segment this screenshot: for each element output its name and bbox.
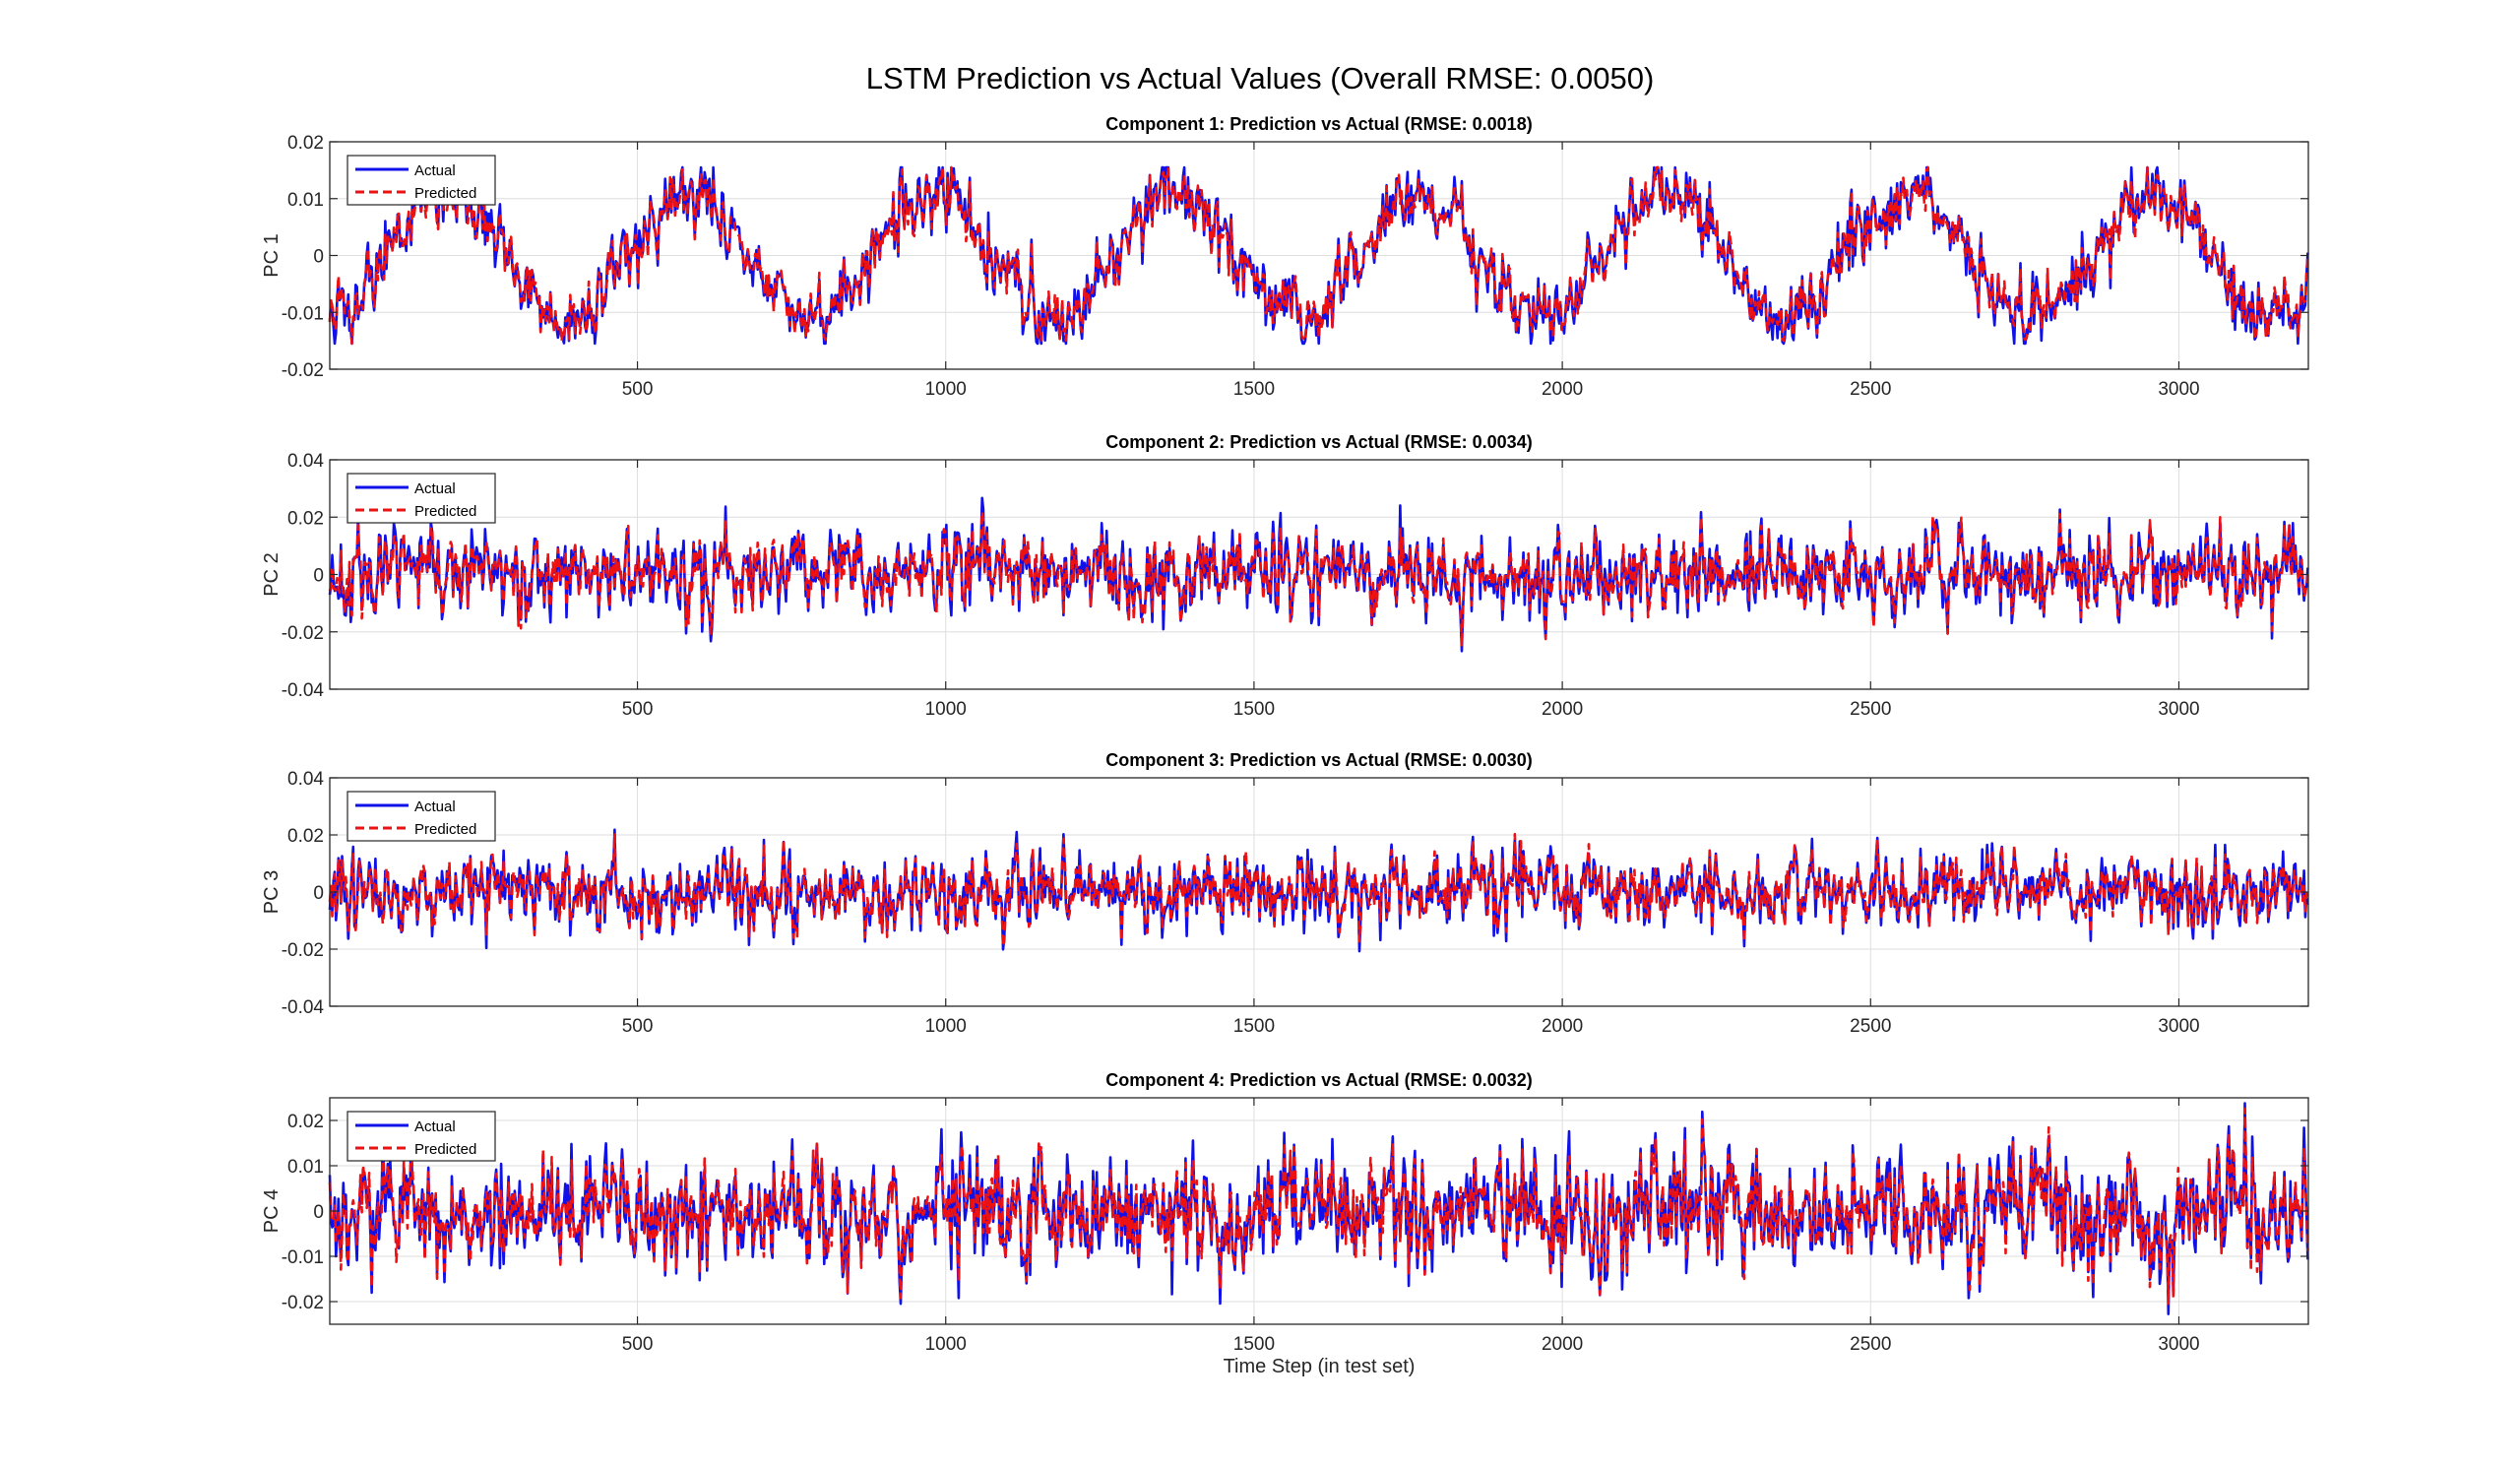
legend-actual-label: Actual	[414, 798, 456, 815]
x-tick-label: 1000	[925, 1016, 967, 1037]
y-tick-label: 0.04	[287, 451, 324, 472]
y-tick-label: 0.04	[287, 769, 324, 790]
y-tick-label: -0.02	[282, 940, 324, 961]
x-tick-label: 1500	[1233, 699, 1275, 720]
x-tick-label: 3000	[2158, 1016, 2199, 1037]
y-tick-label: 0.01	[287, 1157, 324, 1178]
y-tick-label: -0.01	[282, 303, 324, 324]
subplot-title: Component 2: Prediction vs Actual (RMSE:…	[1105, 432, 1532, 452]
figure-title: LSTM Prediction vs Actual Values (Overal…	[865, 61, 1655, 96]
x-tick-label: 2000	[1542, 1016, 1583, 1037]
x-tick-label: 2000	[1542, 379, 1583, 400]
subplot-4: 500 1000 1500 2000 2500 3000 -0.02 -0.01 0 0.01 0.…	[261, 1070, 2309, 1355]
legend: Actual Predicted	[346, 791, 496, 842]
x-axis-label: Time Step (in test set)	[1223, 1356, 1416, 1377]
x-tick-label: 3000	[2158, 379, 2199, 400]
x-tick-label: 2500	[1850, 1334, 1891, 1355]
legend-predicted-label: Predicted	[414, 185, 476, 202]
x-tick-label: 2000	[1542, 1334, 1583, 1355]
legend-predicted-label: Predicted	[414, 821, 476, 838]
series-predicted-line	[328, 510, 2309, 648]
x-tick-label: 2000	[1542, 699, 1583, 720]
y-tick-label: -0.01	[282, 1247, 324, 1268]
legend-box	[346, 473, 496, 524]
y-tick-label: 0.02	[287, 133, 324, 154]
x-tick-label: 2500	[1850, 1016, 1891, 1037]
x-tick-label: 3000	[2158, 699, 2199, 720]
y-tick-label: 0.02	[287, 1112, 324, 1132]
legend-box	[346, 791, 496, 842]
legend-actual-label: Actual	[414, 162, 456, 179]
y-tick-label: 0.02	[287, 508, 324, 529]
subplot-3: 500 1000 1500 2000 2500 3000 -0.04 -0.02 0 0.02 0.…	[261, 750, 2309, 1037]
y-tick-label: 0.02	[287, 826, 324, 847]
x-tick-label: 1500	[1233, 379, 1275, 400]
subplot-2: 500 1000 1500 2000 2500 3000 -0.04 -0.02 0 0.02 0.…	[261, 432, 2309, 720]
y-axis-label: PC 4	[261, 1189, 283, 1233]
series-predicted-line	[328, 832, 2309, 948]
y-tick-label: 0	[313, 566, 324, 587]
y-tick-label: -0.02	[282, 360, 324, 381]
y-tick-label: -0.02	[282, 623, 324, 644]
y-axis-label: PC 1	[261, 233, 283, 277]
legend-box	[346, 1111, 496, 1162]
x-tick-label: 500	[622, 379, 654, 400]
y-tick-label: 0	[313, 883, 324, 904]
x-tick-label: 2500	[1850, 379, 1891, 400]
x-tick-label: 2500	[1850, 699, 1891, 720]
legend: Actual Predicted	[346, 1111, 496, 1162]
x-tick-label: 3000	[2158, 1334, 2199, 1355]
x-tick-label: 1500	[1233, 1334, 1275, 1355]
x-tick-label: 1500	[1233, 1016, 1275, 1037]
x-tick-label: 1000	[925, 1334, 967, 1355]
series-predicted-line	[328, 1107, 2309, 1306]
legend: Actual Predicted	[346, 155, 496, 206]
x-tick-label: 500	[622, 1016, 654, 1037]
y-tick-label: -0.04	[282, 997, 325, 1018]
subplot-title: Component 3: Prediction vs Actual (RMSE:…	[1105, 750, 1532, 770]
series-predicted-line	[328, 165, 2309, 346]
subplot-1: 500 1000 1500 2000 2500 3000 -0.02 -0.01 0 0.01 0.…	[261, 114, 2309, 400]
y-tick-label: -0.04	[282, 680, 325, 701]
y-tick-label: 0	[313, 1202, 324, 1223]
y-tick-label: -0.02	[282, 1293, 324, 1313]
y-axis-label: PC 2	[261, 552, 283, 596]
x-tick-label: 500	[622, 699, 654, 720]
legend-actual-label: Actual	[414, 1118, 456, 1135]
y-axis-label: PC 3	[261, 870, 283, 914]
legend-predicted-label: Predicted	[414, 1141, 476, 1158]
legend-actual-label: Actual	[414, 480, 456, 497]
subplot-title: Component 4: Prediction vs Actual (RMSE:…	[1105, 1070, 1532, 1090]
x-tick-label: 1000	[925, 699, 967, 720]
legend-predicted-label: Predicted	[414, 503, 476, 520]
legend-box	[346, 155, 496, 206]
subplot-title: Component 1: Prediction vs Actual (RMSE:…	[1105, 114, 1532, 134]
legend: Actual Predicted	[346, 473, 496, 524]
y-tick-label: 0.01	[287, 190, 324, 211]
x-tick-label: 500	[622, 1334, 654, 1355]
y-tick-label: 0	[313, 247, 324, 268]
x-tick-label: 1000	[925, 379, 967, 400]
